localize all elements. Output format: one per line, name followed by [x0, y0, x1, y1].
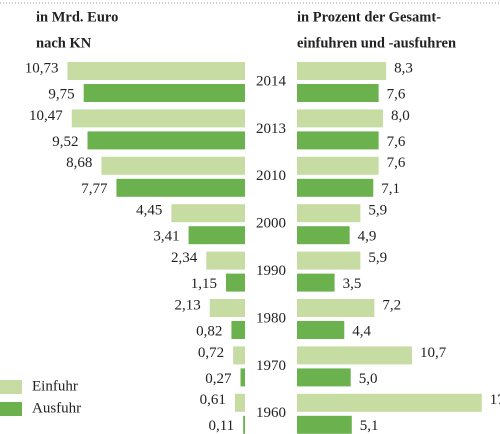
- bar: [87, 131, 245, 150]
- bar: [67, 62, 245, 80]
- value-label: 9,75: [48, 86, 74, 102]
- value-label: 7,77: [81, 181, 108, 197]
- value-label: 5,0: [359, 371, 378, 387]
- value-label: 8,0: [391, 108, 410, 124]
- value-label: 7,1: [381, 181, 400, 197]
- bar: [297, 62, 387, 80]
- value-label: 17,2: [490, 392, 500, 408]
- value-label: 0,11: [208, 418, 234, 434]
- value-label: 2,13: [175, 297, 201, 313]
- bar: [297, 251, 361, 270]
- bar: [116, 178, 245, 197]
- category-label: 2000: [256, 216, 286, 232]
- bar: [297, 204, 361, 223]
- bar: [297, 131, 379, 150]
- category-label: 1980: [256, 310, 286, 326]
- bar: [71, 109, 245, 128]
- bar: [231, 321, 245, 339]
- value-label: 3,5: [343, 276, 362, 292]
- bar: [209, 299, 245, 317]
- legend-swatch: [0, 402, 22, 416]
- value-label: 0,82: [196, 323, 222, 339]
- bar: [297, 84, 379, 102]
- category-label: 2014: [256, 73, 287, 89]
- value-label: 7,6: [387, 134, 406, 150]
- bar: [83, 84, 245, 102]
- bar: [297, 273, 335, 292]
- value-label: 2,34: [171, 250, 198, 266]
- value-label: 4,45: [136, 203, 162, 219]
- bar: [297, 156, 379, 175]
- bar: [240, 368, 245, 387]
- bar: [243, 415, 245, 434]
- bar: [206, 251, 245, 270]
- category-label: 2013: [256, 121, 286, 137]
- legend-swatch: [0, 380, 22, 394]
- bar: [297, 226, 350, 245]
- value-label: 0,27: [205, 371, 232, 387]
- bar: [297, 299, 375, 317]
- value-label: 7,6: [387, 86, 406, 102]
- value-label: 10,73: [25, 60, 59, 76]
- legend-label: Ausfuhr: [32, 400, 81, 416]
- bar: [297, 393, 482, 412]
- category-label: 1960: [256, 405, 286, 421]
- value-label: 7,6: [387, 155, 406, 171]
- bar: [297, 368, 351, 387]
- value-label: 4,9: [358, 229, 377, 245]
- bar: [297, 321, 345, 339]
- bar: [171, 204, 245, 223]
- value-label: 5,9: [368, 250, 387, 266]
- bar: [101, 156, 245, 175]
- bar: [297, 415, 352, 434]
- value-label: 10,7: [420, 345, 447, 361]
- bar: [297, 109, 383, 128]
- value-label: 3,41: [153, 229, 179, 245]
- left-title: nach KN: [36, 35, 92, 51]
- value-label: 8,3: [394, 60, 413, 76]
- bar: [234, 393, 245, 412]
- bar: [233, 346, 245, 365]
- category-label: 1970: [256, 358, 286, 374]
- value-label: 7,2: [382, 297, 401, 313]
- left-title: in Mrd. Euro: [36, 9, 118, 25]
- bar: [188, 226, 245, 245]
- value-label: 0,61: [200, 392, 226, 408]
- right-title: einfuhren und -ausfuhren: [297, 35, 456, 51]
- bar: [297, 178, 374, 197]
- value-label: 10,47: [29, 108, 63, 124]
- value-label: 5,1: [360, 418, 379, 434]
- legend-label: Einfuhr: [32, 378, 78, 394]
- value-label: 5,9: [368, 203, 387, 219]
- right-title: in Prozent der Gesamt-: [297, 9, 441, 25]
- bar: [225, 273, 245, 292]
- bar: [297, 346, 412, 365]
- value-label: 9,52: [52, 134, 78, 150]
- value-label: 8,68: [66, 155, 92, 171]
- value-label: 1,15: [191, 276, 217, 292]
- value-label: 4,4: [352, 323, 371, 339]
- value-label: 0,72: [198, 345, 224, 361]
- category-label: 2010: [256, 168, 286, 184]
- category-label: 1990: [256, 263, 286, 279]
